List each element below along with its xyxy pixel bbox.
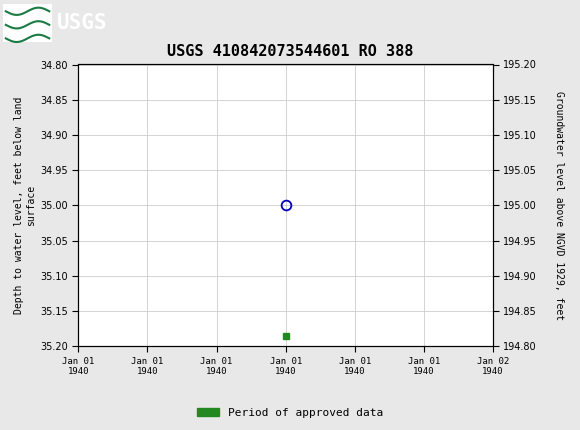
Legend: Period of approved data: Period of approved data [193,403,387,422]
Text: USGS: USGS [57,12,107,33]
Y-axis label: Depth to water level, feet below land
surface: Depth to water level, feet below land su… [14,97,36,314]
Text: USGS 410842073544601 RO 388: USGS 410842073544601 RO 388 [167,44,413,59]
Y-axis label: Groundwater level above NGVD 1929, feet: Groundwater level above NGVD 1929, feet [554,91,564,320]
Bar [3,3,52,42]
